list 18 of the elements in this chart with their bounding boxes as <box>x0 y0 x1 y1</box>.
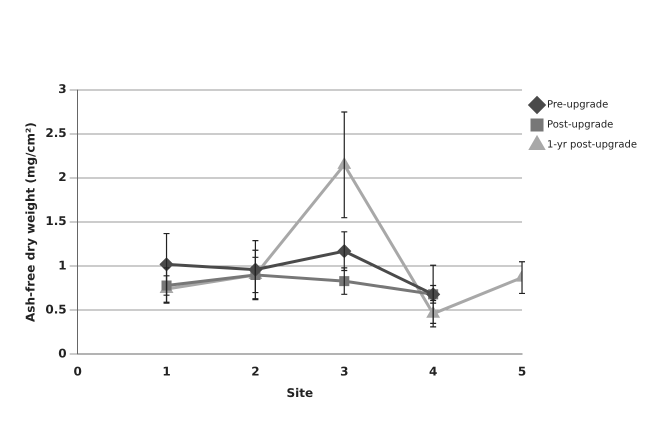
x-tick-label: 0 <box>73 364 82 379</box>
y-tick-label: 0 <box>58 346 67 360</box>
x-tick-label: 4 <box>428 364 438 379</box>
y-axis-title: Ash-free dry weight (mg/cm²) <box>23 122 38 322</box>
y-tick-label: 0.5 <box>45 302 67 316</box>
x-tick-label: 5 <box>518 364 526 379</box>
x-tick-label: 2 <box>251 364 260 379</box>
y-tick-label: 2.5 <box>45 126 67 140</box>
y-tick-label: 3 <box>58 82 67 96</box>
x-tick-label: 3 <box>340 364 348 379</box>
legend-label: 1-yr post-upgrade <box>547 140 638 151</box>
y-tick-label: 1.5 <box>45 214 67 228</box>
x-tick-label: 1 <box>162 364 171 379</box>
y-tick-label: 1 <box>58 258 67 272</box>
y-tick-label: 2 <box>58 170 67 184</box>
legend-label: Post-upgrade <box>547 120 614 131</box>
x-axis-title: Site <box>286 386 314 400</box>
legend-label: Pre-upgrade <box>547 100 608 111</box>
